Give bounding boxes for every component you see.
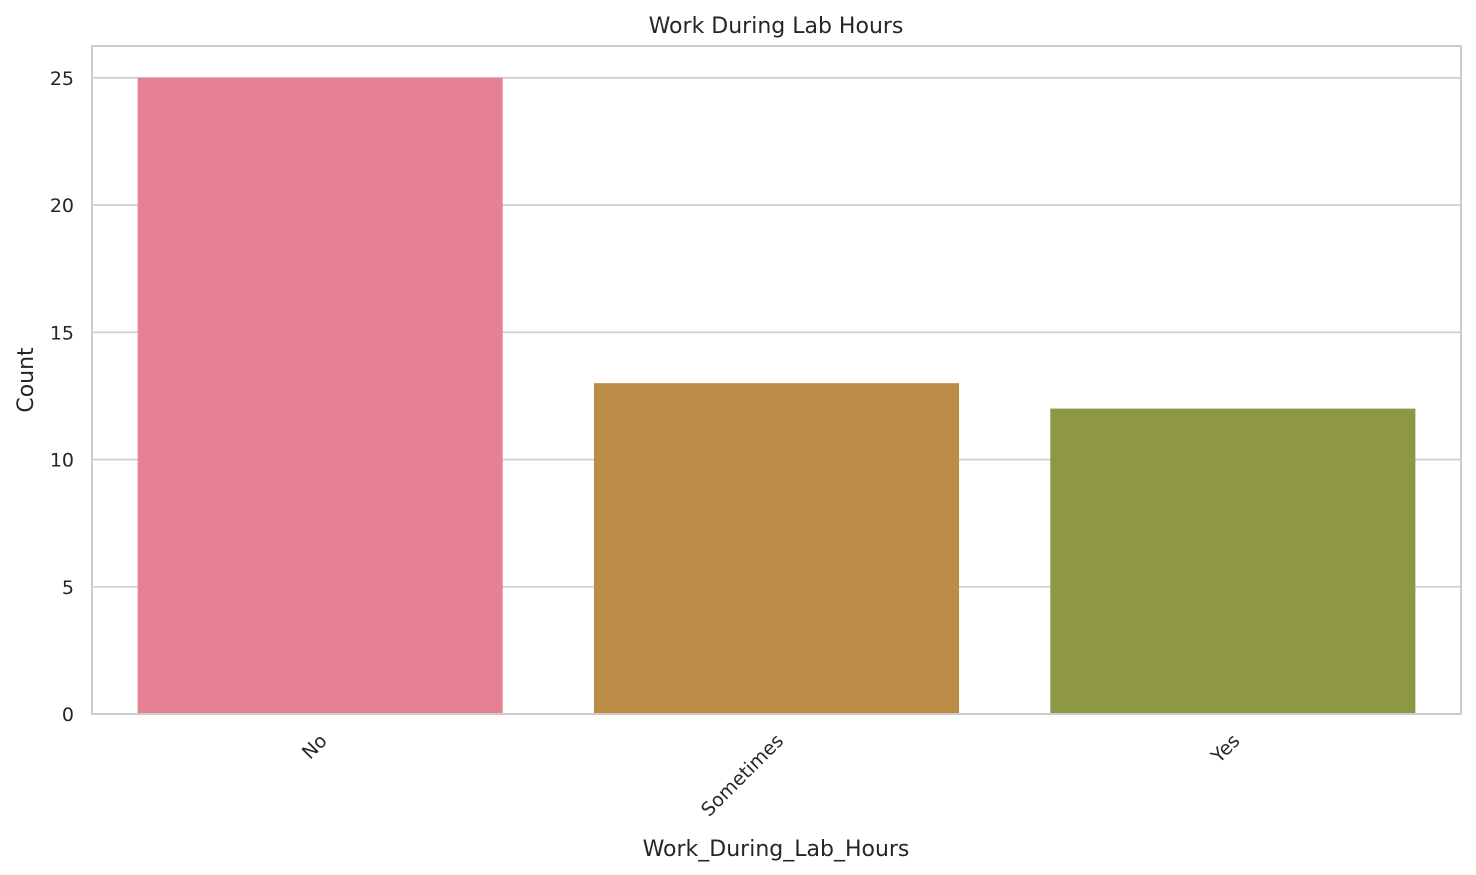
y-tick-label: 0 bbox=[62, 704, 74, 726]
y-tick-label: 25 bbox=[50, 68, 74, 90]
y-tick-labels: 0 5 10 15 20 25 bbox=[50, 68, 74, 726]
bar-sometimes bbox=[593, 383, 960, 714]
chart-title: Work During Lab Hours bbox=[649, 14, 904, 39]
y-axis-label: Count bbox=[14, 347, 39, 413]
x-tick-label-sometimes: Sometimes bbox=[697, 730, 788, 821]
y-tick-label: 20 bbox=[50, 195, 74, 217]
bars bbox=[137, 77, 1416, 715]
x-tick-labels: No Sometimes Yes bbox=[298, 730, 1244, 821]
bar-no bbox=[137, 77, 503, 715]
x-tick-label-no: No bbox=[298, 730, 332, 764]
bar-yes bbox=[1050, 408, 1416, 714]
y-tick-label: 10 bbox=[50, 450, 74, 472]
plot-frame bbox=[91, 45, 1462, 715]
y-tick-label: 15 bbox=[50, 322, 74, 344]
y-tick-label: 5 bbox=[62, 577, 74, 599]
x-axis-label: Work_During_Lab_Hours bbox=[643, 837, 910, 862]
x-tick-label-yes: Yes bbox=[1206, 730, 1244, 768]
